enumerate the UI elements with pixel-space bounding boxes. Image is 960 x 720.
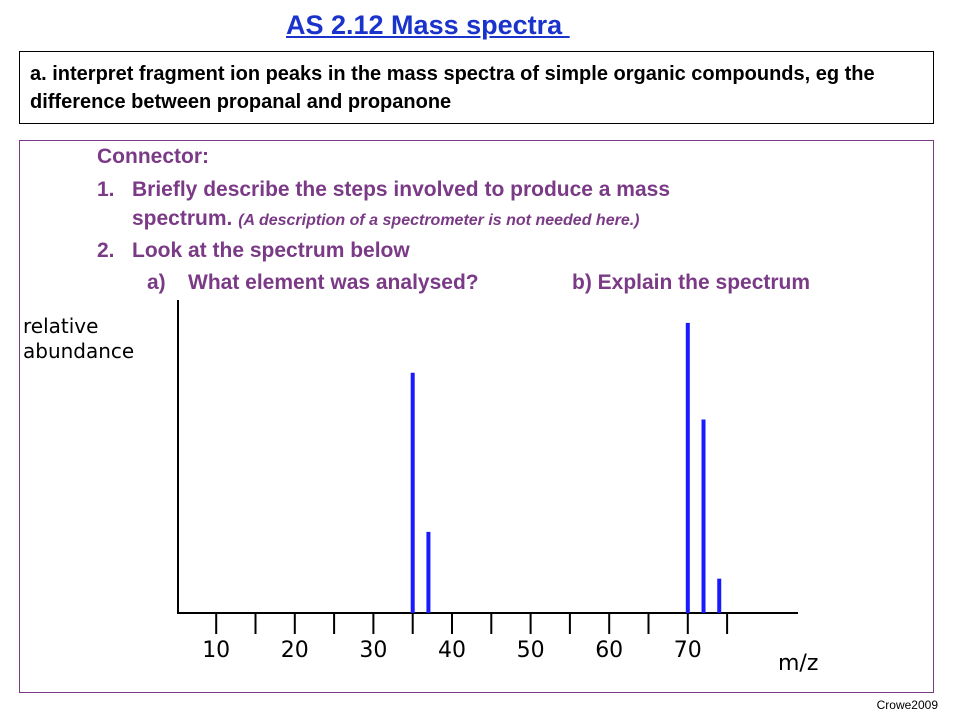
item1-number: 1. (97, 178, 115, 201)
y-axis-label-line2: abundance (23, 339, 134, 363)
sub-a-text: What element was analysed? (188, 271, 479, 294)
spectrum-bars (410, 322, 722, 613)
y-axis-label-line1: relative (23, 314, 98, 338)
item2-number: 2. (97, 239, 115, 262)
sub-a-label: a) (147, 271, 166, 294)
x-tick-label: 70 (674, 638, 702, 663)
sub-b-text: b) Explain the spectrum (572, 271, 811, 294)
x-tick-label: 40 (438, 638, 466, 663)
objective-text: a. interpret fragment ion peaks in the m… (30, 63, 875, 113)
x-tick-label: 20 (281, 638, 309, 663)
page-title[interactable]: AS 2.12 Mass spectra (286, 10, 570, 40)
objective-box: a. interpret fragment ion peaks in the m… (19, 51, 934, 124)
x-tick-label: 10 (202, 638, 230, 663)
x-tick-label: 30 (359, 638, 387, 663)
x-tick-label: 60 (595, 638, 623, 663)
x-axis-label: m/z (778, 651, 818, 676)
credit-text: Crowe2009 (876, 698, 938, 712)
item1-continuation: spectrum. (A description of a spectromet… (132, 207, 639, 231)
connector-heading: Connector: (97, 145, 209, 168)
x-tick-label: 50 (517, 638, 545, 663)
item1-note: (A description of a spectrometer is not … (238, 212, 640, 229)
content-panel: Connector: 1. Briefly describe the steps… (19, 140, 934, 693)
item1-cont-text: spectrum. (132, 207, 233, 230)
item2-text: Look at the spectrum below (132, 239, 410, 262)
x-axis-ticks: 10 20 30 40 50 60 70 (202, 613, 729, 663)
item1-text: Briefly describe the steps involved to p… (132, 178, 671, 201)
